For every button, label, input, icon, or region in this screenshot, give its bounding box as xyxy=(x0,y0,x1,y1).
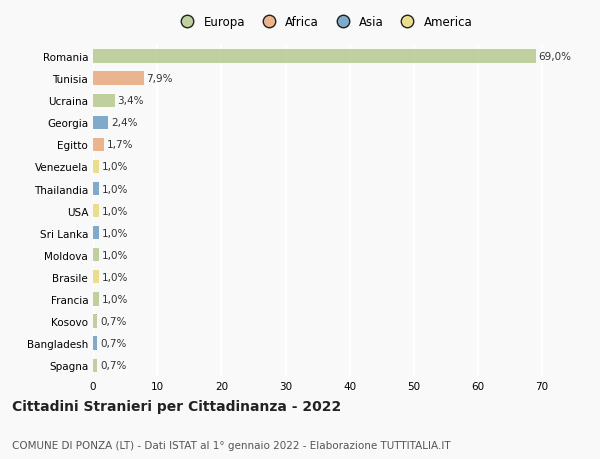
Text: 0,7%: 0,7% xyxy=(100,338,127,348)
Text: 1,0%: 1,0% xyxy=(102,250,128,260)
Text: 1,0%: 1,0% xyxy=(102,228,128,238)
Bar xyxy=(93,139,104,151)
Text: 1,0%: 1,0% xyxy=(102,272,128,282)
Bar xyxy=(93,50,536,63)
Bar xyxy=(93,95,115,107)
Bar xyxy=(93,117,109,129)
Text: 69,0%: 69,0% xyxy=(538,52,571,62)
Bar xyxy=(93,293,100,306)
Text: 0,7%: 0,7% xyxy=(100,360,127,370)
Text: 2,4%: 2,4% xyxy=(111,118,137,128)
Bar xyxy=(93,337,97,350)
Bar xyxy=(93,183,100,196)
Text: Cittadini Stranieri per Cittadinanza - 2022: Cittadini Stranieri per Cittadinanza - 2… xyxy=(12,399,341,413)
Text: 1,7%: 1,7% xyxy=(106,140,133,150)
Bar xyxy=(93,73,143,85)
Text: 1,0%: 1,0% xyxy=(102,184,128,194)
Text: COMUNE DI PONZA (LT) - Dati ISTAT al 1° gennaio 2022 - Elaborazione TUTTITALIA.I: COMUNE DI PONZA (LT) - Dati ISTAT al 1° … xyxy=(12,440,451,450)
Bar xyxy=(93,271,100,284)
Text: 3,4%: 3,4% xyxy=(118,96,144,106)
Bar xyxy=(93,161,100,174)
Legend: Europa, Africa, Asia, America: Europa, Africa, Asia, America xyxy=(170,11,478,34)
Text: 0,7%: 0,7% xyxy=(100,316,127,326)
Text: 1,0%: 1,0% xyxy=(102,294,128,304)
Text: 1,0%: 1,0% xyxy=(102,206,128,216)
Bar xyxy=(93,227,100,240)
Bar xyxy=(93,205,100,218)
Bar xyxy=(93,359,97,372)
Bar xyxy=(93,315,97,328)
Text: 1,0%: 1,0% xyxy=(102,162,128,172)
Bar xyxy=(93,249,100,262)
Text: 7,9%: 7,9% xyxy=(146,74,173,84)
